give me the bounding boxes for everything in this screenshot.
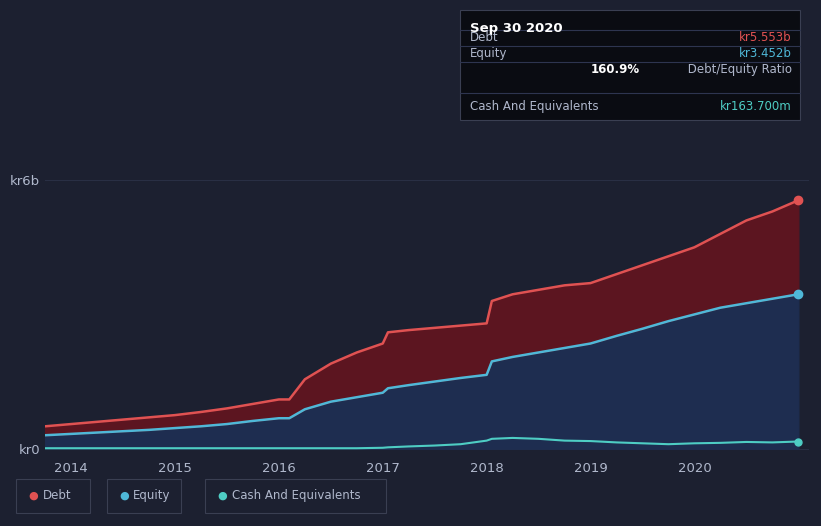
Text: ●: ●: [119, 491, 129, 501]
Text: 160.9%: 160.9%: [591, 63, 640, 76]
Text: ●: ●: [218, 491, 227, 501]
Text: Cash And Equivalents: Cash And Equivalents: [232, 489, 360, 502]
Text: Debt/Equity Ratio: Debt/Equity Ratio: [684, 63, 791, 76]
Text: kr163.700m: kr163.700m: [720, 100, 791, 113]
Text: Equity: Equity: [470, 47, 507, 60]
Text: Debt: Debt: [43, 489, 71, 502]
Text: kr5.553b: kr5.553b: [739, 32, 791, 44]
Text: Debt: Debt: [470, 32, 498, 44]
Text: kr3.452b: kr3.452b: [739, 47, 791, 60]
Text: Equity: Equity: [133, 489, 171, 502]
Text: ●: ●: [29, 491, 39, 501]
Text: Sep 30 2020: Sep 30 2020: [470, 22, 562, 35]
Text: Cash And Equivalents: Cash And Equivalents: [470, 100, 599, 113]
